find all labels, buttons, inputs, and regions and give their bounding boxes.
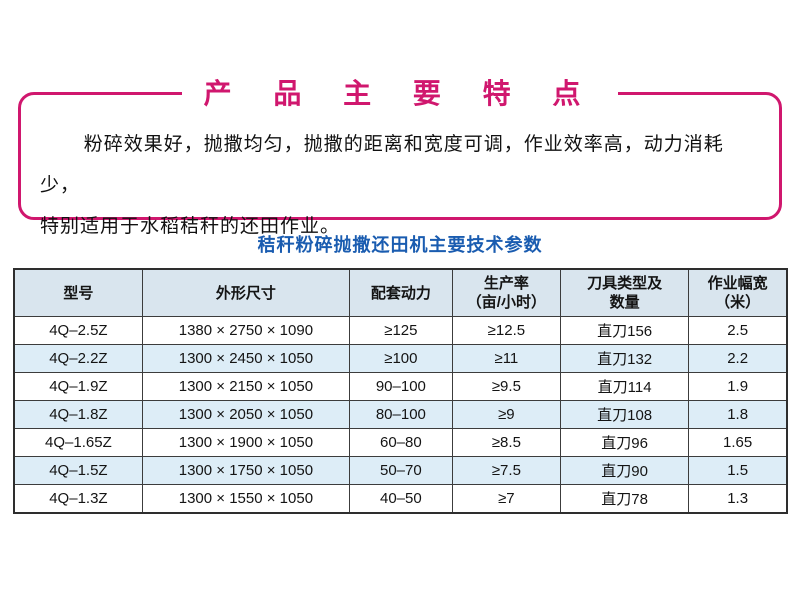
cell-width: 1.5 (688, 456, 788, 485)
cell-model: 4Q–1.3Z (13, 484, 143, 514)
cell-power: 50–70 (348, 456, 453, 485)
cell-width: 1.3 (688, 484, 788, 514)
cell-blade: 直刀78 (559, 484, 690, 514)
col-header-width: 作业幅宽 （米） (688, 268, 788, 317)
cell-power: 90–100 (348, 372, 453, 401)
cell-dimensions: 1300 × 1750 × 1050 (141, 456, 350, 485)
cell-productivity: ≥9.5 (451, 372, 561, 401)
cell-dimensions: 1300 × 1900 × 1050 (141, 428, 350, 457)
cell-width: 2.2 (688, 344, 788, 373)
table-row: 4Q–1.3Z 1300 × 1550 × 1050 40–50 ≥7 直刀78… (13, 484, 788, 514)
cell-productivity: ≥7.5 (451, 456, 561, 485)
cell-power: 60–80 (348, 428, 453, 457)
cell-model: 4Q–1.9Z (13, 372, 143, 401)
cell-width: 1.65 (688, 428, 788, 457)
spec-table: 型号 外形尺寸 配套动力 生产率 （亩/小时） 刀具类型及 数量 作业幅宽 （米… (13, 268, 788, 514)
feature-description-line2: 特别适用于水稻秸秆的还田作业。 (40, 216, 341, 237)
col-header-productivity: 生产率 （亩/小时） (451, 268, 561, 317)
cell-power: ≥125 (348, 316, 453, 345)
cell-model: 4Q–1.5Z (13, 456, 143, 485)
col-header-power: 配套动力 (348, 268, 453, 317)
table-row: 4Q–2.2Z 1300 × 2450 × 1050 ≥100 ≥11 直刀13… (13, 344, 788, 373)
cell-width: 1.8 (688, 400, 788, 429)
table-header-row: 型号 外形尺寸 配套动力 生产率 （亩/小时） 刀具类型及 数量 作业幅宽 （米… (13, 268, 788, 317)
cell-dimensions: 1300 × 2450 × 1050 (141, 344, 350, 373)
col-header-blade: 刀具类型及 数量 (559, 268, 690, 317)
col-header-dimensions: 外形尺寸 (141, 268, 350, 317)
spec-table-title: 秸秆粉碎抛撒还田机主要技术参数 (257, 235, 543, 255)
cell-blade: 直刀132 (559, 344, 690, 373)
feature-description-line1: 粉碎效果好，抛撒均匀，抛撒的距离和宽度可调，作业效率高，动力消耗少， (40, 134, 724, 196)
table-row: 4Q–1.9Z 1300 × 2150 × 1050 90–100 ≥9.5 直… (13, 372, 788, 401)
table-row: 4Q–2.5Z 1380 × 2750 × 1090 ≥125 ≥12.5 直刀… (13, 316, 788, 345)
cell-productivity: ≥11 (451, 344, 561, 373)
cell-dimensions: 1300 × 2150 × 1050 (141, 372, 350, 401)
cell-power: 80–100 (348, 400, 453, 429)
cell-blade: 直刀90 (559, 456, 690, 485)
cell-productivity: ≥8.5 (451, 428, 561, 457)
cell-productivity: ≥7 (451, 484, 561, 514)
cell-blade: 直刀114 (559, 372, 690, 401)
cell-model: 4Q–2.2Z (13, 344, 143, 373)
cell-dimensions: 1380 × 2750 × 1090 (141, 316, 350, 345)
cell-blade: 直刀156 (559, 316, 690, 345)
feature-description: 粉碎效果好，抛撒均匀，抛撒的距离和宽度可调，作业效率高，动力消耗少， 特别适用于… (40, 124, 762, 247)
feature-box-title: 产 品 主 要 特 点 (181, 76, 619, 112)
cell-width: 2.5 (688, 316, 788, 345)
cell-model: 4Q–1.65Z (13, 428, 143, 457)
cell-model: 4Q–2.5Z (13, 316, 143, 345)
feature-title-wrap: 产 品 主 要 特 点 (0, 76, 800, 112)
cell-blade: 直刀96 (559, 428, 690, 457)
cell-productivity: ≥12.5 (451, 316, 561, 345)
cell-blade: 直刀108 (559, 400, 690, 429)
col-header-model: 型号 (13, 268, 143, 317)
cell-power: ≥100 (348, 344, 453, 373)
cell-dimensions: 1300 × 2050 × 1050 (141, 400, 350, 429)
table-row: 4Q–1.8Z 1300 × 2050 × 1050 80–100 ≥9 直刀1… (13, 400, 788, 429)
cell-power: 40–50 (348, 484, 453, 514)
cell-width: 1.9 (688, 372, 788, 401)
table-row: 4Q–1.65Z 1300 × 1900 × 1050 60–80 ≥8.5 直… (13, 428, 788, 457)
cell-dimensions: 1300 × 1550 × 1050 (141, 484, 350, 514)
cell-productivity: ≥9 (451, 400, 561, 429)
table-row: 4Q–1.5Z 1300 × 1750 × 1050 50–70 ≥7.5 直刀… (13, 456, 788, 485)
cell-model: 4Q–1.8Z (13, 400, 143, 429)
